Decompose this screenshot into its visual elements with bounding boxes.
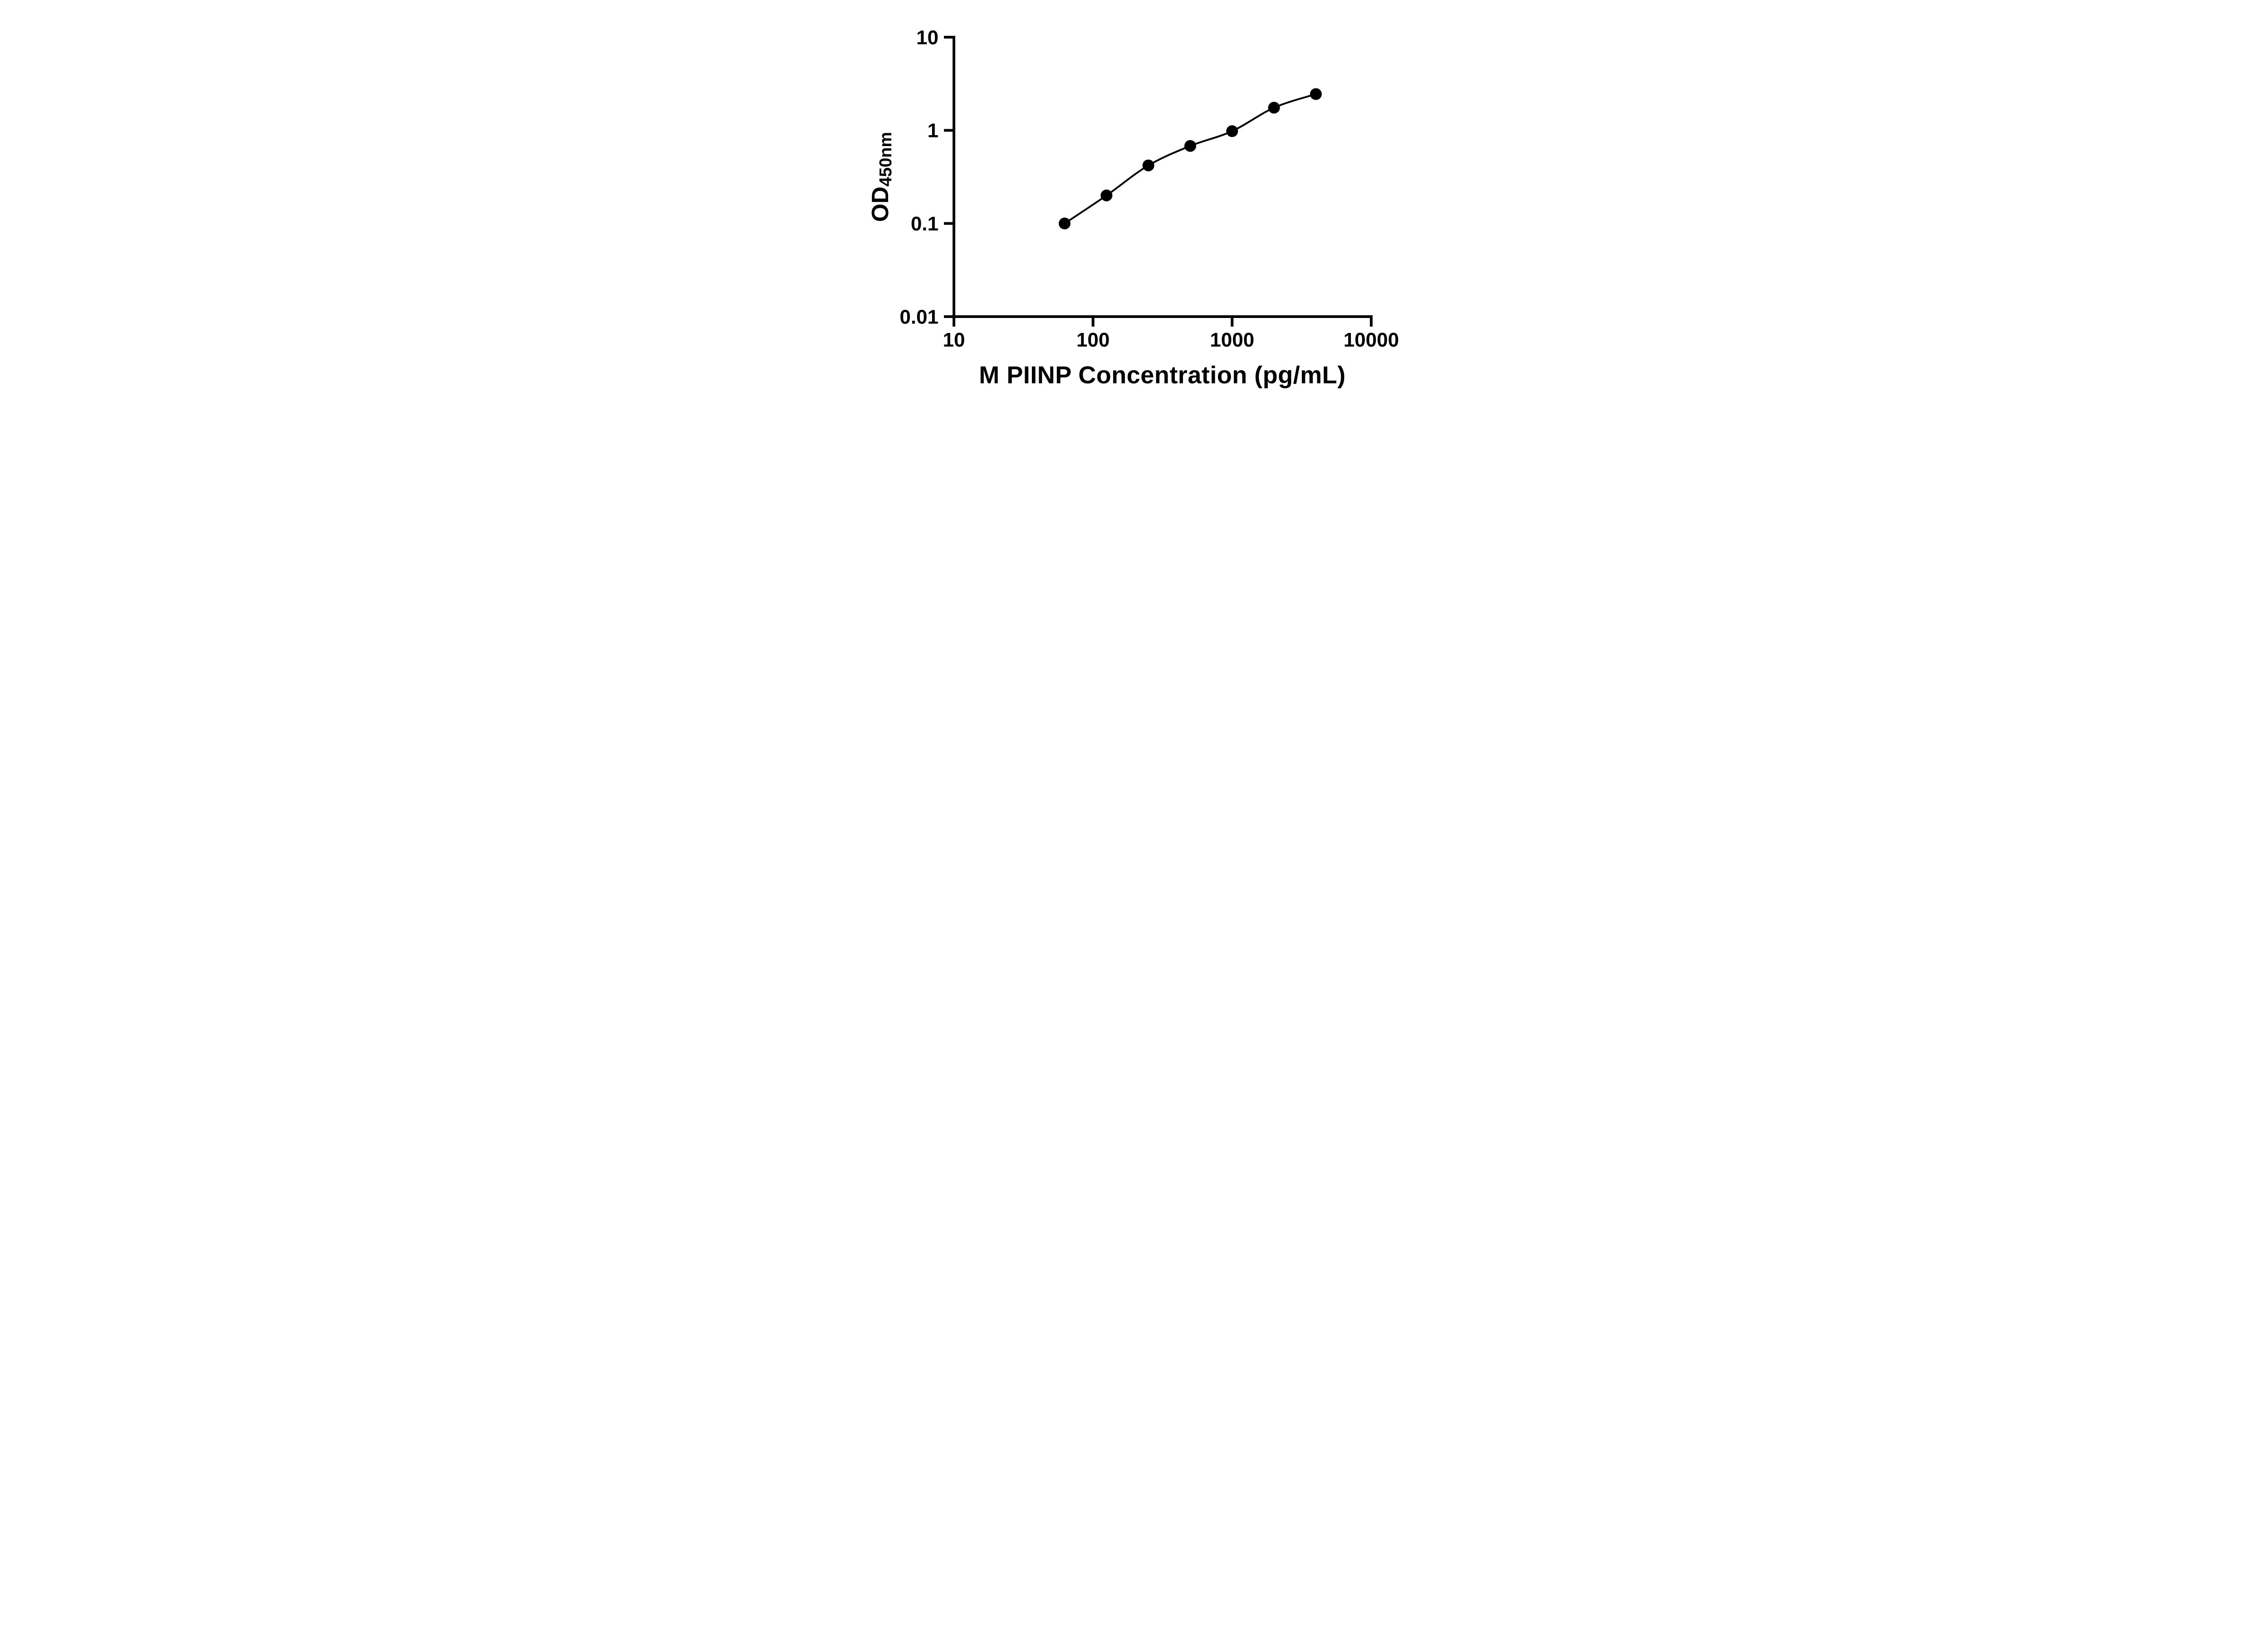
data-point-marker	[1268, 102, 1280, 114]
chart-plot-area: 10 100 1000 10000 0.01 0.1 1 10	[899, 26, 1399, 351]
x-axis-title: M PIINP Concentration (pg/mL)	[979, 362, 1346, 389]
x-axis-tick-label: 10000	[1343, 329, 1398, 351]
data-point-marker	[1142, 159, 1154, 171]
y-axis-title: OD450nm	[867, 132, 896, 222]
standard-curve-figure: 10 100 1000 10000 0.01 0.1 1 10 OD450nm M PIINP…	[842, 0, 1426, 408]
x-axis-tick-label: 1000	[1210, 329, 1254, 351]
y-axis-title-sub: 450nm	[876, 132, 895, 187]
y-axis-tick-label: 0.01	[899, 306, 938, 328]
y-axis-tick-label: 1	[927, 120, 938, 142]
y-axis-tick-label: 10	[916, 26, 938, 49]
x-axis-tick-label: 10	[943, 329, 965, 351]
standard-curve-line	[1064, 93, 1316, 225]
x-axis-tick-label: 100	[1076, 329, 1109, 351]
data-point-marker	[1226, 125, 1238, 137]
data-point-marker	[1184, 140, 1196, 152]
data-point-marker	[1310, 88, 1322, 100]
data-point-marker	[1058, 217, 1070, 230]
y-axis-title-main: OD	[867, 186, 894, 222]
y-axis-tick-label: 0.1	[910, 213, 938, 235]
data-point-marker	[1100, 189, 1112, 201]
